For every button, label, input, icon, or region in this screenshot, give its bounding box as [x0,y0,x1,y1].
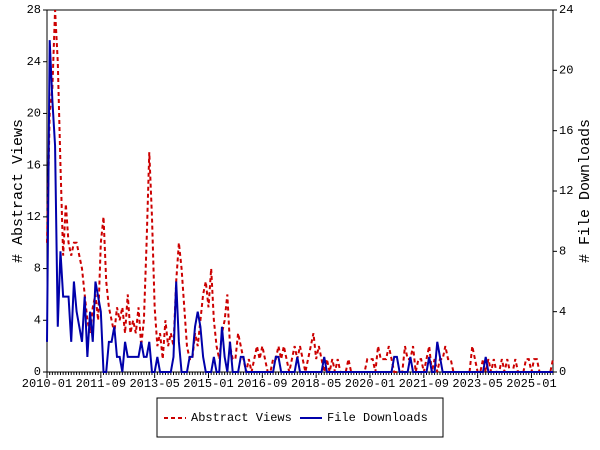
x-tick-label: 2011-09 [76,377,126,391]
x-tick-label: 2013-05 [129,377,179,391]
y-tick-label: 20 [27,107,41,121]
x-tick-label: 2025-01 [506,377,556,391]
y2-tick-label: 12 [559,184,573,198]
legend-box [156,397,444,438]
x-tick-label: 2010-01 [22,377,72,391]
series-line [46,9,554,373]
y2-tick-label: 16 [559,124,573,138]
y2-axis-label: # File Downloads [577,119,594,263]
y2-tick-label: 20 [559,64,573,78]
y-tick-label: 16 [27,158,41,172]
legend-label: Abstract Views [191,411,292,425]
y-tick-label: 24 [27,55,41,69]
y-axis-label: # Abstract Views [10,119,27,263]
y2-tick-label: 4 [559,305,566,319]
x-tick-label: 2016-09 [237,377,287,391]
y2-tick-label: 24 [559,3,573,17]
x-tick-label: 2018-05 [291,377,341,391]
y-tick-label: 4 [34,313,41,327]
y-tick-label: 0 [34,365,41,379]
x-tick-label: 2023-05 [452,377,502,391]
y2-tick-label: 8 [559,245,566,259]
series-line [46,40,553,373]
legend-label: File Downloads [327,411,428,425]
x-tick-label: 2021-09 [399,377,449,391]
y2-tick-label: 0 [559,365,566,379]
y-tick-label: 8 [34,262,41,276]
y-tick-label: 12 [27,210,41,224]
x-tick-label: 2020-01 [345,377,395,391]
x-tick-label: 2015-01 [183,377,233,391]
y-tick-label: 28 [27,3,41,17]
